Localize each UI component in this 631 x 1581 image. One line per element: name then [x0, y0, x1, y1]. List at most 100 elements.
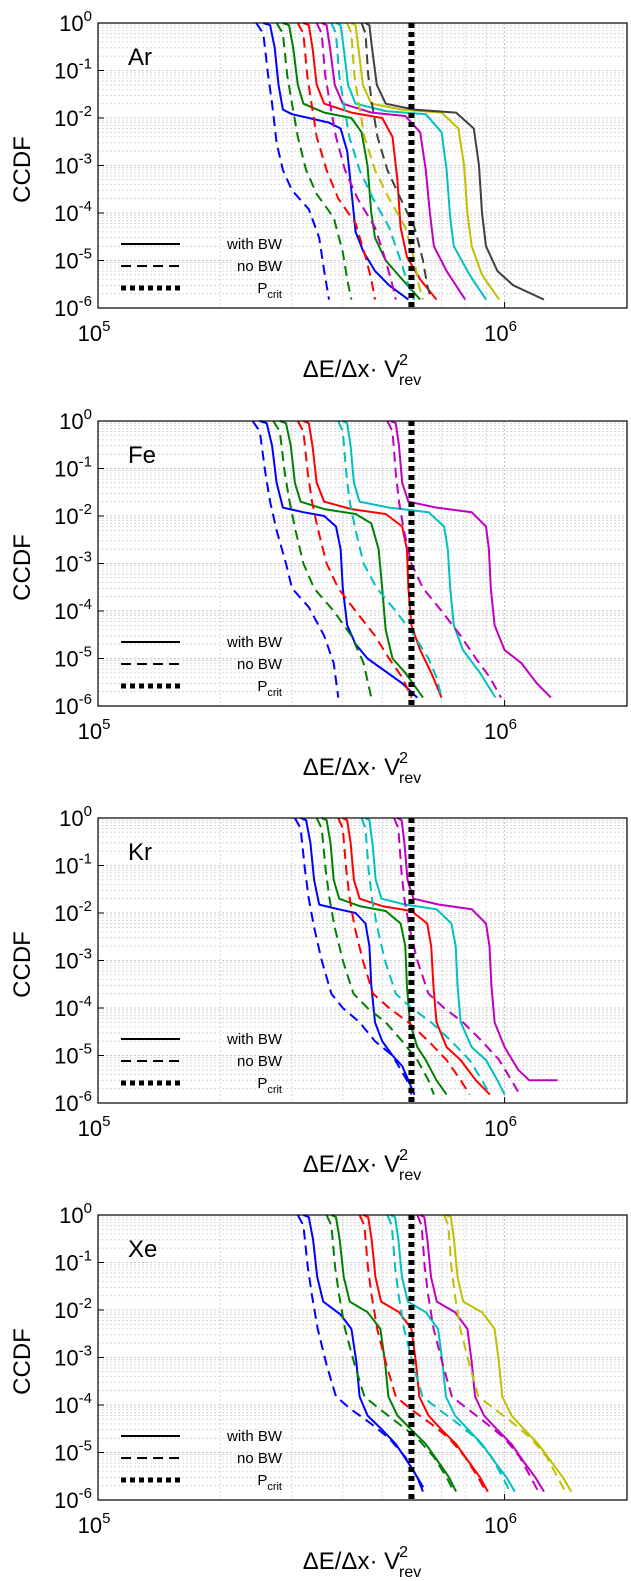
- y-tick-base: 10: [54, 1091, 78, 1116]
- series-line-dashed: [358, 1214, 487, 1493]
- legend-label-text: with BW: [226, 1428, 283, 1445]
- y-tick-base: 10: [54, 1251, 78, 1276]
- y-tick-exponent: -6: [79, 1485, 92, 1502]
- y-tick-label: 10-6: [54, 1485, 92, 1513]
- x-tick-label: 106: [484, 716, 517, 744]
- x-tick-exponent: 5: [102, 716, 110, 733]
- y-tick-base: 10: [54, 854, 78, 879]
- series-line-dashed: [296, 22, 376, 300]
- y-tick-label: 10-5: [54, 1438, 92, 1466]
- legend-label-sub: crit: [267, 687, 282, 699]
- y-tick-exponent: -4: [79, 1390, 92, 1407]
- x-tick-exponent: 6: [509, 716, 517, 733]
- series-group: [255, 22, 545, 301]
- y-tick-exponent: -5: [79, 1438, 92, 1455]
- series-line-dashed: [337, 817, 471, 1096]
- y-tick-exponent: -1: [79, 56, 92, 73]
- legend: with BW no BW Pcrit: [121, 634, 283, 699]
- series-line-dashed: [346, 22, 424, 300]
- x-axis-label-sup: 2: [399, 750, 408, 767]
- y-tick-exponent: -2: [79, 898, 92, 915]
- x-axis-label-sup: 2: [399, 352, 408, 369]
- y-axis-label: CCDF: [9, 136, 36, 203]
- legend-label-text: with BW: [226, 634, 283, 651]
- series-line-dashed: [386, 1214, 511, 1493]
- x-tick-base: 10: [78, 719, 102, 744]
- y-tick-label: 10-2: [54, 1295, 92, 1323]
- y-tick-label: 10-2: [54, 501, 92, 529]
- x-tick-base: 10: [484, 1116, 508, 1141]
- panel-label: Ar: [128, 44, 152, 71]
- y-tick-base: 10: [59, 806, 83, 831]
- y-tick-label: 10-3: [54, 549, 92, 577]
- series-line-dashed: [443, 1214, 567, 1493]
- y-tick-label: 10-2: [54, 103, 92, 131]
- y-tick-label: 10-1: [54, 851, 92, 879]
- x-axis-label-sub: rev: [399, 770, 421, 787]
- x-tick-base: 10: [484, 719, 508, 744]
- series-line-solid: [390, 420, 552, 699]
- series-line-solid: [396, 817, 558, 1082]
- x-tick-label: 105: [78, 1510, 111, 1538]
- y-tick-label: 10-6: [54, 691, 92, 719]
- legend-label: with BW: [226, 1031, 283, 1048]
- y-tick-base: 10: [54, 1488, 78, 1513]
- y-tick-base: 10: [54, 504, 78, 529]
- x-tick-label: 106: [484, 1510, 517, 1538]
- x-axis-label-main: ΔE/Δx· V: [303, 1151, 400, 1178]
- series-group: [251, 420, 552, 699]
- y-tick-base: 10: [54, 901, 78, 926]
- legend-label-text: P: [257, 1472, 267, 1489]
- y-tick-exponent: 0: [84, 8, 92, 25]
- x-axis-label: ΔE/Δx· V2 rev: [303, 1544, 422, 1581]
- legend-label-sub: crit: [267, 1481, 282, 1493]
- legend: with BW no BW Pcrit: [121, 1031, 283, 1096]
- y-tick-label: 100: [59, 1200, 92, 1228]
- series-line-dashed: [294, 817, 413, 1095]
- x-axis-label: ΔE/Δx· V2 rev: [303, 352, 422, 389]
- series-line-solid: [335, 22, 487, 301]
- legend-label: with BW: [226, 634, 283, 651]
- y-tick-base: 10: [54, 201, 78, 226]
- series-line-dashed: [255, 22, 330, 300]
- x-tick-exponent: 6: [509, 1510, 517, 1527]
- y-tick-label: 10-3: [54, 1343, 92, 1371]
- y-tick-exponent: -3: [79, 549, 92, 566]
- series-line-dashed: [325, 1214, 455, 1493]
- legend-label: Pcrit: [257, 678, 282, 699]
- y-tick-exponent: -1: [79, 454, 92, 471]
- y-tick-base: 10: [54, 1346, 78, 1371]
- series-line-dashed: [315, 817, 435, 1095]
- series-line-solid: [321, 817, 448, 1096]
- y-tick-exponent: -4: [79, 993, 92, 1010]
- series-line-dashed: [360, 22, 433, 300]
- x-axis-label-sub: rev: [399, 1167, 421, 1184]
- y-tick-base: 10: [59, 409, 83, 434]
- y-tick-base: 10: [54, 996, 78, 1021]
- x-axis-label-sup: 2: [399, 1544, 408, 1561]
- y-axis-label: CCDF: [9, 1328, 36, 1395]
- y-tick-base: 10: [54, 249, 78, 274]
- series-line-dashed: [360, 817, 491, 1096]
- legend-label-text: no BW: [237, 656, 283, 673]
- x-tick-exponent: 6: [509, 1113, 517, 1130]
- y-tick-base: 10: [54, 59, 78, 84]
- y-tick-base: 10: [54, 154, 78, 179]
- y-tick-base: 10: [54, 647, 78, 672]
- legend-label-text: with BW: [226, 1031, 283, 1048]
- series-line-dashed: [393, 817, 521, 1096]
- series-line-dashed: [272, 420, 373, 698]
- legend-label-text: P: [257, 678, 267, 695]
- legend-label-text: no BW: [237, 1450, 283, 1467]
- grid: [97, 421, 628, 707]
- legend-label: no BW: [237, 1450, 283, 1467]
- y-tick-exponent: 0: [84, 803, 92, 820]
- x-tick-base: 10: [78, 321, 102, 346]
- legend-label-text: P: [257, 280, 267, 297]
- y-tick-label: 10-4: [54, 198, 92, 226]
- legend-label-text: P: [257, 1075, 267, 1092]
- y-tick-label: 10-3: [54, 946, 92, 974]
- legend-label: with BW: [226, 1428, 283, 1445]
- y-tick-label: 100: [59, 803, 92, 831]
- x-axis-label: ΔE/Δx· V2 rev: [303, 750, 422, 787]
